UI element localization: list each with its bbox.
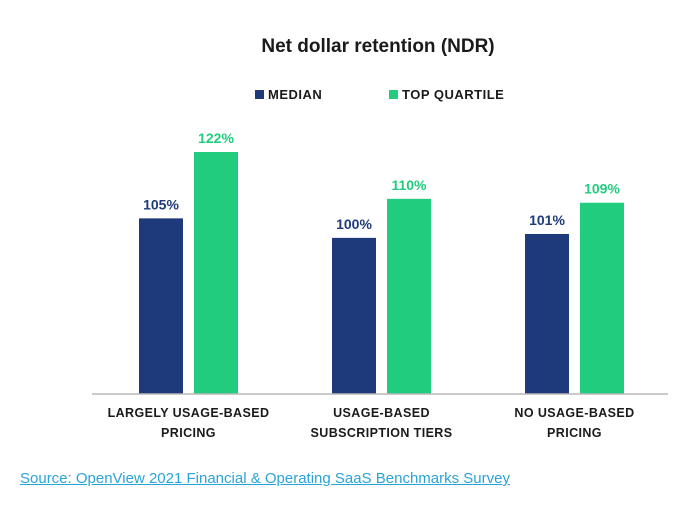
- value-labels-group: 105% 122% 100% 110% 101% 109%: [143, 130, 620, 232]
- bar-top-quartile-2: [387, 198, 431, 394]
- bars-group: [139, 152, 624, 394]
- chart: Net dollar retention (NDR) MEDIAN TOP QU…: [92, 36, 668, 440]
- value-label-top-quartile-3: 109%: [584, 181, 620, 197]
- category-label-1-line-1: LARGELY USAGE-BASED: [108, 406, 270, 420]
- bar-median-3: [525, 233, 569, 394]
- legend-label-top-quartile: TOP QUARTILE: [402, 87, 504, 102]
- legend-label-median: MEDIAN: [268, 87, 322, 102]
- legend: MEDIAN TOP QUARTILE: [255, 87, 504, 102]
- value-label-median-1: 105%: [143, 196, 179, 212]
- category-labels-group: LARGELY USAGE-BASED PRICING USAGE-BASED SUB…: [108, 406, 635, 440]
- category-label-2-line-2: SUBSCRIPTION TIERS: [311, 426, 453, 440]
- source-link[interactable]: Source: OpenView 2021 Financial & Operat…: [20, 470, 510, 487]
- category-label-2-line-1: USAGE-BASED: [333, 406, 430, 420]
- bar-top-quartile-1: [194, 152, 238, 394]
- legend-swatch-median: [255, 90, 264, 99]
- bar-top-quartile-3: [580, 202, 624, 394]
- bar-median-1: [139, 218, 183, 394]
- value-label-median-2: 100%: [336, 216, 372, 232]
- value-label-median-3: 101%: [529, 212, 565, 228]
- category-label-3-line-1: NO USAGE-BASED: [514, 406, 634, 420]
- bar-median-2: [332, 237, 376, 394]
- value-label-top-quartile-1: 122%: [198, 130, 234, 146]
- chart-title: Net dollar retention (NDR): [261, 36, 494, 57]
- category-label-1-line-2: PRICING: [161, 426, 216, 440]
- value-label-top-quartile-2: 110%: [391, 177, 427, 193]
- category-label-3-line-2: PRICING: [547, 426, 602, 440]
- legend-swatch-top-quartile: [389, 90, 398, 99]
